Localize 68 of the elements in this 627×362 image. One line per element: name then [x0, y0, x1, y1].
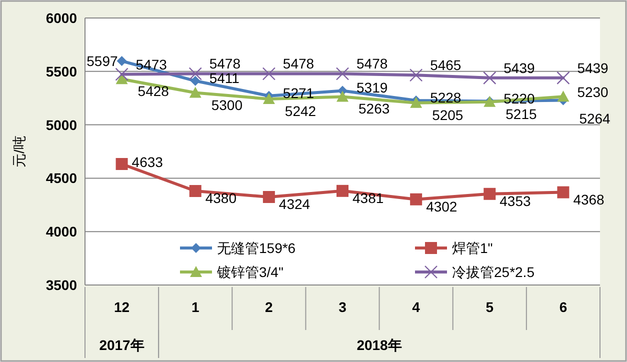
point [556, 71, 570, 85]
data-label: 4380 [205, 190, 237, 206]
y-tick-label: 4500 [46, 170, 78, 186]
data-label: 5478 [356, 56, 388, 72]
y-tick-label: 5000 [46, 116, 78, 133]
data-label: 5465 [430, 57, 462, 74]
data-label: 5263 [358, 100, 390, 117]
data-label: 4633 [132, 154, 164, 170]
data-label: 5205 [432, 106, 464, 123]
x-tick-label: 1 [191, 299, 200, 315]
data-label: 5271 [282, 84, 314, 101]
x-tick-label: 3 [338, 299, 347, 315]
point [410, 96, 422, 108]
point [262, 67, 276, 80]
point [190, 76, 200, 86]
data-label: 5428 [138, 83, 170, 100]
data-label: 4302 [426, 198, 458, 214]
data-label: 5478 [209, 56, 241, 72]
data-label: 5478 [282, 56, 314, 72]
point [484, 188, 496, 200]
text: 2017年 [99, 337, 144, 353]
data-label: 5411 [209, 70, 240, 86]
x-tick-label: 4 [412, 299, 420, 315]
data-label: 5264 [579, 110, 611, 127]
point [483, 71, 496, 85]
data-label: 5230 [577, 84, 609, 100]
y-tick-label: 5500 [46, 63, 78, 80]
point [188, 67, 202, 80]
data-label: 5473 [136, 56, 168, 72]
point [116, 158, 128, 170]
point [116, 56, 127, 66]
data-label: 4368 [573, 191, 605, 208]
point [410, 193, 422, 206]
data-label: 5242 [284, 102, 316, 119]
data-label: 4381 [352, 190, 384, 206]
point [557, 90, 570, 102]
legend-label: 焊管1" [452, 240, 493, 256]
point [336, 67, 350, 80]
data-label: 4353 [500, 192, 531, 209]
x-tick-label: 2 [265, 299, 274, 315]
legend-label: 镀锌管3/4" [216, 264, 284, 280]
point [262, 92, 275, 104]
legend-label: 冷拔管25*2.5 [452, 264, 535, 280]
point [262, 190, 275, 203]
point [336, 184, 348, 197]
y-tick-label: 6000 [46, 10, 78, 26]
point [189, 185, 202, 198]
data-label: 5597 [86, 53, 118, 70]
text: 2018年 [356, 337, 402, 353]
point [115, 68, 128, 81]
legend-label: 无缝管159*6 [217, 240, 296, 256]
data-label: 5319 [356, 80, 388, 96]
y-axis-title: 元/吨 [11, 136, 27, 168]
data-label: 5300 [211, 96, 243, 113]
x-tick-label: 5 [486, 299, 494, 315]
point [409, 68, 423, 82]
data-label: 5439 [504, 60, 535, 76]
x-tick-label: 12 [114, 299, 130, 315]
data-label: 5220 [504, 90, 535, 106]
data-label: 4324 [278, 196, 310, 212]
point [557, 186, 570, 198]
point [189, 86, 202, 98]
y-tick-label: 3500 [46, 277, 78, 293]
data-label: 5215 [506, 106, 537, 122]
data-label: 5439 [577, 60, 609, 76]
point [336, 90, 348, 102]
x-tick-label: 6 [559, 299, 568, 315]
y-tick-label: 4000 [46, 224, 78, 240]
